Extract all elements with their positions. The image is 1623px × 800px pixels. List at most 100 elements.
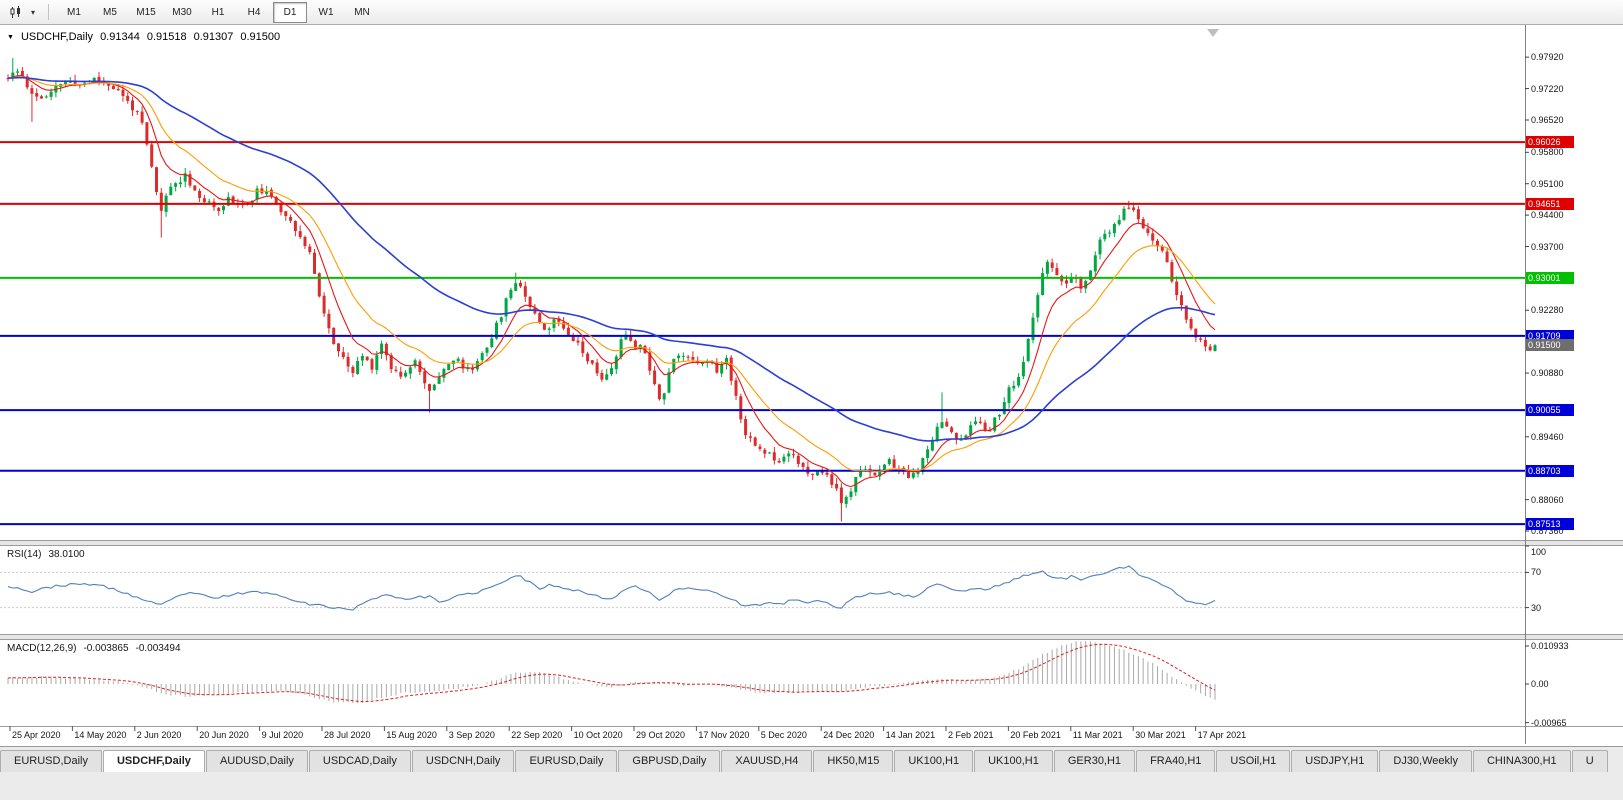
- macd-histogram: [7, 641, 1216, 704]
- chart-tab-usdjpy-h1[interactable]: USDJPY,H1: [1291, 750, 1379, 772]
- macd-panel-label: MACD(12,26,9) -0.003865 -0.003494: [7, 643, 181, 654]
- macd-value-signal: -0.003494: [135, 643, 181, 654]
- macd-axis-label: 0.010933: [1531, 641, 1569, 651]
- price-axis-tick-label: 0.96520: [1531, 114, 1564, 125]
- timeframe-m30[interactable]: M30: [172, 6, 192, 18]
- chart-shift-marker: [1207, 29, 1219, 37]
- hline-price-label[interactable]: 0.88703: [1526, 464, 1574, 477]
- price-axis-tick-label: 0.87360: [1531, 526, 1564, 537]
- timeframe-h4[interactable]: H4: [247, 6, 261, 18]
- ohlc-low: 0.91307: [193, 31, 234, 43]
- macd-value-main: -0.003865: [83, 643, 129, 654]
- chart-tab-xauusd-h4[interactable]: XAUUSD,H4: [721, 750, 813, 772]
- date-axis-label: 25 Apr 2020: [12, 730, 61, 740]
- hline-price-label[interactable]: 0.94651: [1526, 197, 1574, 210]
- hline-price-label[interactable]: 0.96026: [1526, 136, 1574, 149]
- date-axis-label: 20 Feb 2021: [1010, 730, 1061, 740]
- hline-price-label[interactable]: 0.91709: [1526, 329, 1574, 342]
- date-axis-label: 9 Jul 2020: [261, 730, 304, 740]
- macd-signal-line: [7, 643, 1216, 703]
- macd-name: MACD(12,26,9): [7, 643, 77, 654]
- chart-tab-dj30-weekly[interactable]: DJ30,Weekly: [1379, 750, 1472, 772]
- price-axis-tick-label: 0.95800: [1531, 147, 1564, 158]
- date-axis-label: 24 Dec 2020: [823, 730, 875, 740]
- date-axis-label: 17 Apr 2021: [1197, 730, 1247, 740]
- hline-price-label[interactable]: 0.90055: [1526, 404, 1574, 417]
- chart-type-dropdown-icon[interactable]: ▾: [30, 7, 35, 17]
- rsi-axis-label: 30: [1531, 602, 1542, 613]
- date-axis-label: 22 Sep 2020: [511, 730, 563, 740]
- symbol-name: USDCHF,Daily: [20, 31, 94, 43]
- symbol-collapse-icon[interactable]: ▼: [7, 33, 14, 41]
- rsi-value: 38.0100: [48, 549, 85, 560]
- chart-tabs-bar: EURUSD,Daily USDCHF,Daily AUDUSD,Daily USDC…: [0, 746, 1623, 800]
- chart-tab-ger30-h1[interactable]: GER30,H1: [1053, 750, 1136, 772]
- macd-axis-label: -0.00965: [1531, 717, 1567, 728]
- date-axis-label: 14 May 2020: [74, 730, 127, 740]
- toolbar-separator: [48, 4, 49, 20]
- ma-line-8: [7, 75, 1216, 488]
- timeframe-h1[interactable]: H1: [211, 6, 225, 18]
- chart-tab-hk50-m15[interactable]: HK50,M15: [813, 750, 894, 772]
- ma-line-18: [7, 76, 1216, 472]
- date-axis-label: 15 Aug 2020: [386, 730, 437, 740]
- price-axis-tick-label: 0.92280: [1531, 305, 1564, 316]
- date-axis-label: 11 Mar 2021: [1072, 730, 1123, 740]
- candlestick-series: [6, 58, 1217, 522]
- chart-tab-usdcad-daily[interactable]: USDCAD,Daily: [308, 750, 411, 772]
- price-axis-tick-label: 0.89460: [1531, 431, 1564, 442]
- chart-title: ▼ USDCHF,Daily 0.91344 0.91518 0.91307 0…: [7, 31, 280, 43]
- price-axis-tick-label: 0.93700: [1531, 241, 1564, 252]
- timeframe-mn[interactable]: MN: [354, 6, 370, 18]
- rsi-panel-label: RSI(14) 38.0100: [7, 549, 85, 560]
- chart-tab-eurusd-daily[interactable]: EURUSD,Daily: [515, 750, 618, 772]
- price-axis-tick-label: 0.97920: [1531, 52, 1564, 63]
- price-axis-tick-label: 0.90880: [1531, 368, 1564, 379]
- ohlc-open: 0.91344: [100, 31, 140, 43]
- rsi-line: [7, 565, 1216, 611]
- ohlc-close: 0.91500: [240, 31, 281, 43]
- chart-tab-china300-h1[interactable]: CHINA300,H1: [1472, 750, 1571, 772]
- chart-type-icon[interactable]: [6, 3, 26, 21]
- date-axis-label: 20 Jun 2020: [199, 730, 249, 740]
- chart-tab-audusd-daily[interactable]: AUDUSD,Daily: [205, 750, 308, 772]
- chart-tabs: EURUSD,Daily USDCHF,Daily AUDUSD,Daily USDC…: [0, 750, 1623, 772]
- timeframe-d1[interactable]: D1: [273, 1, 307, 23]
- timeframe-m5[interactable]: M5: [103, 6, 117, 18]
- timeframe-m15[interactable]: M15: [136, 6, 156, 18]
- chart-tab-u[interactable]: U: [1571, 750, 1608, 772]
- price-axis-tick-label: 0.95100: [1531, 178, 1564, 189]
- ohlc-high: 0.91518: [146, 31, 187, 43]
- date-axis-label: 2 Feb 2021: [948, 730, 994, 740]
- chart-tab-uk100-h1[interactable]: UK100,H1: [894, 750, 974, 772]
- date-axis-label: 5 Dec 2020: [760, 730, 807, 740]
- chart-tab-usdcnh-daily[interactable]: USDCNH,Daily: [411, 750, 515, 772]
- timeframe-w1[interactable]: W1: [318, 6, 334, 18]
- macd-axis-label: 0.00: [1531, 679, 1549, 689]
- hline-price-label[interactable]: 0.93001: [1526, 271, 1574, 284]
- chart-tab-usdchf-daily[interactable]: USDCHF,Daily: [102, 750, 205, 772]
- date-axis-label: 17 Nov 2020: [698, 730, 750, 740]
- rsi-name: RSI(14): [7, 549, 42, 560]
- date-axis-label: 29 Oct 2020: [636, 730, 686, 740]
- chart-tab-usoil-h1[interactable]: USOil,H1: [1216, 750, 1291, 772]
- rsi-axis-label: 70: [1531, 567, 1542, 578]
- chart-tab-eurusd-daily[interactable]: EURUSD,Daily: [0, 750, 102, 772]
- chart-tab-gbpusd-daily[interactable]: GBPUSD,Daily: [618, 750, 721, 772]
- date-axis-label: 30 Mar 2021: [1135, 730, 1186, 740]
- date-axis-label: 10 Oct 2020: [573, 730, 623, 740]
- price-axis-tick-label: 0.88060: [1531, 494, 1564, 505]
- timeframe-toolbar: ▾ M1 M5 M15 M30 H1 H4 D1 W1 MN: [0, 0, 1623, 25]
- price-axis-tick-label: 0.94400: [1531, 210, 1564, 221]
- current-price-label: 0.91500: [1526, 339, 1574, 352]
- chart-tab-uk100-h1[interactable]: UK100,H1: [974, 750, 1053, 772]
- rsi-axis-label: 100: [1531, 547, 1547, 557]
- chart-tab-fra40-h1[interactable]: FRA40,H1: [1136, 750, 1216, 772]
- hline-price-label[interactable]: 0.87513: [1526, 518, 1574, 531]
- date-axis-label: 2 Jun 2020: [136, 730, 182, 740]
- timeframe-buttons: M1 M5 M15 M30 H1 H4 D1 W1 MN: [57, 1, 379, 23]
- date-axis-label: 3 Sep 2020: [448, 730, 495, 740]
- date-axis-label: 28 Jul 2020: [324, 730, 371, 740]
- timeframe-m1[interactable]: M1: [67, 6, 81, 18]
